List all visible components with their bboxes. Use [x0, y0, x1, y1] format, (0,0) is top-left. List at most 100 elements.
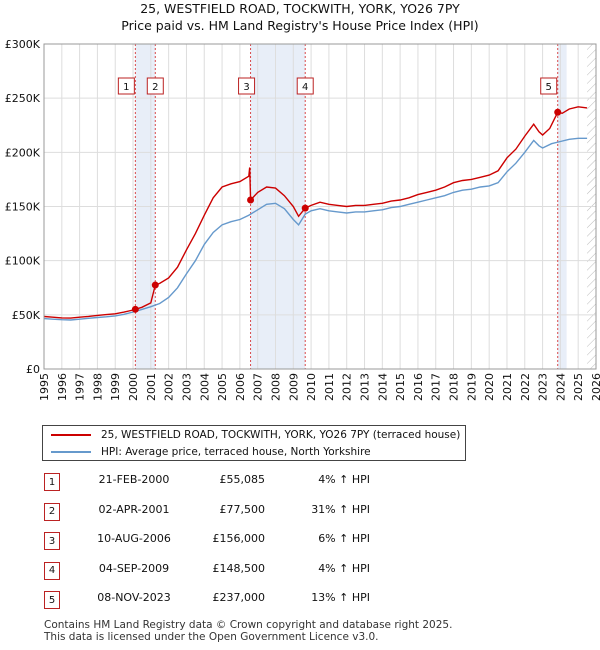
- x-tick-label: 2005: [216, 373, 229, 401]
- x-tick-label: 2009: [287, 373, 300, 401]
- footer-copyright: Contains HM Land Registry data © Crown c…: [44, 619, 453, 631]
- x-tick-label: 2001: [145, 373, 158, 401]
- y-tick-label: £250K: [5, 92, 41, 105]
- sale-hpi-change: 31% ↑ HPI: [311, 502, 370, 516]
- y-tick-label: £300K: [5, 38, 41, 51]
- sale-price: £237,000: [212, 591, 266, 604]
- sale-hpi-change: 4% ↑ HPI: [318, 473, 370, 486]
- legend-label-hpi: HPI: Average price, terraced house, Nort…: [101, 446, 371, 458]
- x-tick-label: 2015: [394, 373, 407, 401]
- y-axis-ticks: £0 £50K £100K £150K £200K £250K £300K: [5, 38, 41, 376]
- sale-marker-box: [296, 77, 314, 95]
- chart-title: 25, WESTFIELD ROAD, TOCKWITH, YORK, YO26…: [140, 1, 460, 16]
- sale-marker-box: [117, 77, 135, 95]
- sale-date: 04-SEP-2009: [98, 561, 170, 575]
- sale-number-badge: 1: [44, 473, 60, 491]
- sale-number-badge: 3: [44, 532, 60, 550]
- sale-row: 3 10-AUG-2006 £156,000 6% ↑ HPI: [40, 529, 560, 550]
- sale-point: [554, 108, 562, 116]
- price-chart: 25, WESTFIELD ROAD, TOCKWITH, YORK, YO26…: [5, 1, 600, 401]
- x-tick-label: 2026: [590, 373, 600, 401]
- footer: Contains HM Land Registry data © Crown c…: [44, 619, 452, 643]
- sale-row: 5 08-NOV-2023 £237,000 13% ↑ HPI: [40, 588, 560, 609]
- x-tick-label: 2006: [234, 373, 247, 401]
- sale-hpi-change: 13% ↑ HPI: [311, 591, 370, 604]
- series-line-property: [44, 106, 588, 319]
- sale-markers: 1 2 3 4 5: [117, 77, 558, 95]
- x-tick-label: 2020: [483, 373, 496, 401]
- sale-marker-label: 4: [302, 82, 308, 93]
- sale-date: 02-APR-2001: [98, 502, 170, 516]
- series-lines: [44, 106, 588, 321]
- sale-point: [247, 196, 255, 204]
- legend-item-property: 25, WESTFIELD ROAD, TOCKWITH, YORK, YO26…: [51, 427, 460, 443]
- x-tick-label: 2021: [501, 373, 514, 401]
- x-tick-label: 2018: [448, 373, 461, 401]
- y-tick-label: £0: [26, 363, 40, 376]
- sale-marker-label: 2: [152, 82, 158, 93]
- x-tick-label: 2008: [269, 373, 282, 401]
- legend-label-property: 25, WESTFIELD ROAD, TOCKWITH, YORK, YO26…: [101, 429, 461, 441]
- y-tick-label: £50K: [12, 309, 41, 322]
- x-tick-label: 2023: [537, 373, 550, 401]
- sale-point: [151, 281, 159, 289]
- sale-price: £156,000: [212, 532, 266, 545]
- x-tick-label: 2000: [127, 373, 140, 401]
- sale-marker-label: 1: [123, 82, 129, 93]
- sale-number-badge: 5: [44, 591, 60, 609]
- x-tick-label: 2013: [359, 373, 372, 401]
- sale-marker-box: [238, 77, 256, 95]
- x-tick-label: 2014: [376, 373, 389, 401]
- y-tick-label: £100K: [5, 255, 41, 268]
- sale-price: £77,500: [219, 502, 266, 516]
- legend-swatch-hpi: [51, 451, 91, 453]
- sale-marker-box: [146, 77, 164, 95]
- sale-row: 1 21-FEB-2000 £55,085 4% ↑ HPI: [40, 470, 560, 491]
- x-tick-label: 2002: [163, 373, 176, 401]
- x-tick-label: 2010: [305, 373, 318, 401]
- y-tick-label: £150K: [5, 201, 41, 214]
- sale-price: £55,085: [219, 473, 266, 486]
- x-tick-label: 2022: [519, 373, 532, 401]
- legend-swatch-property: [51, 434, 91, 436]
- sale-date: 10-AUG-2006: [97, 532, 171, 545]
- sale-marker-label: 3: [243, 82, 249, 93]
- sale-hpi-change: 4% ↑ HPI: [318, 561, 370, 575]
- x-tick-label: 2019: [465, 373, 478, 401]
- sale-price: £148,500: [212, 561, 266, 575]
- y-tick-label: £200K: [5, 146, 41, 159]
- plot-frame: [43, 43, 597, 370]
- x-tick-label: 2017: [430, 373, 443, 401]
- sale-point: [131, 305, 139, 313]
- x-tick-label: 1999: [109, 373, 122, 401]
- x-tick-label: 2004: [198, 373, 211, 401]
- sale-number-badge: 2: [44, 502, 60, 521]
- x-tick-label: 1998: [91, 373, 104, 401]
- sale-marker-label: 5: [546, 82, 552, 93]
- x-tick-label: 2003: [180, 373, 193, 401]
- sale-row: 2 02-APR-2001 £77,500 31% ↑ HPI: [40, 500, 560, 521]
- sale-hpi-change: 6% ↑ HPI: [318, 532, 370, 545]
- x-tick-label: 1995: [38, 373, 51, 401]
- x-axis-ticks: 1995 1996 1997 1998 1999 2000 2001 2002 2003 2004…: [38, 373, 600, 401]
- sale-date: 21-FEB-2000: [98, 473, 170, 486]
- legend: 25, WESTFIELD ROAD, TOCKWITH, YORK, YO26…: [42, 425, 466, 461]
- legend-item-hpi: HPI: Average price, terraced house, Nort…: [51, 444, 371, 460]
- chart-subtitle: Price paid vs. HM Land Registry's House …: [121, 18, 478, 33]
- x-tick-label: 2016: [412, 373, 425, 401]
- sale-row: 4 04-SEP-2009 £148,500 4% ↑ HPI: [40, 559, 560, 580]
- x-tick-label: 2012: [341, 373, 354, 401]
- sale-number-badge: 4: [44, 561, 60, 580]
- sale-point: [301, 204, 309, 212]
- x-tick-label: 1996: [56, 373, 69, 401]
- x-tick-label: 2024: [554, 373, 567, 401]
- sale-date: 08-NOV-2023: [97, 591, 171, 604]
- x-tick-label: 1997: [74, 373, 87, 401]
- x-tick-label: 2025: [572, 373, 585, 401]
- x-tick-label: 2007: [252, 373, 265, 401]
- footer-licence: This data is licensed under the Open Gov…: [44, 631, 379, 643]
- series-line-hpi: [44, 137, 588, 321]
- sale-points: [131, 108, 562, 313]
- x-tick-label: 2011: [323, 373, 336, 401]
- sale-marker-box: [540, 77, 558, 95]
